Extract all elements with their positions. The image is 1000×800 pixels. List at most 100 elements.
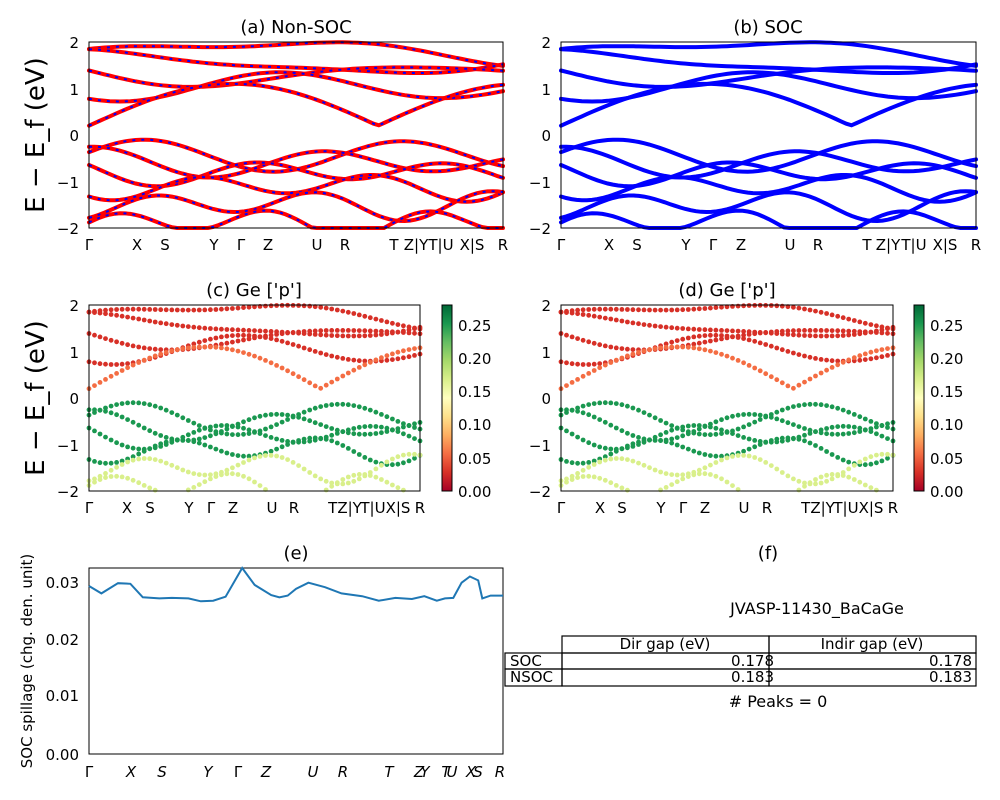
projection-point: [608, 316, 614, 322]
projection-point: [619, 346, 625, 351]
projection-point: [591, 458, 597, 464]
projection-point: [851, 430, 857, 436]
projection-point: [835, 472, 841, 477]
projection-point: [735, 426, 741, 432]
projection-point: [597, 459, 603, 465]
kpoint-label: X|S: [859, 499, 884, 517]
projection-point: [345, 370, 351, 376]
projection-point: [362, 362, 368, 368]
projection-point: [602, 445, 608, 451]
projection-point: [230, 333, 235, 338]
panel-e-xticks: Γ X S Y Γ Z U R T Z Y T U X S R: [85, 763, 505, 781]
projection-point: [829, 452, 835, 457]
projection-point: [569, 380, 575, 385]
panel-c-ytick: 2: [69, 297, 79, 315]
projection-point: [147, 355, 153, 361]
projection-point: [224, 306, 230, 312]
projection-point: [92, 479, 97, 485]
kpoint-label: T: [388, 236, 399, 254]
kpoint-label: X|S: [460, 236, 485, 254]
projection-point: [367, 328, 373, 334]
projection-point: [252, 479, 257, 485]
projection-point: [708, 453, 713, 458]
projection-point: [696, 327, 702, 332]
projection-point: [719, 304, 724, 310]
projection-point: [285, 457, 290, 462]
projection-point: [851, 318, 857, 323]
projection-point: [840, 359, 846, 365]
projection-point: [351, 472, 357, 478]
projection-point: [575, 307, 580, 313]
projection-point: [395, 429, 401, 434]
projection-point: [268, 329, 274, 334]
projection-point: [774, 303, 780, 309]
projection-point: [829, 333, 835, 339]
projection-point: [323, 436, 329, 442]
projection-point: [202, 307, 208, 313]
panel-a-xticks: Γ X S Y Γ Z U R T Z|Y T|U X|S R: [85, 236, 508, 254]
projection-point: [857, 459, 863, 465]
projection-point: [224, 431, 230, 437]
projection-point: [390, 357, 395, 362]
projection-point: [636, 460, 641, 466]
projection-point: [702, 471, 708, 477]
projection-point: [669, 482, 675, 487]
projection-point: [874, 355, 879, 361]
projection-point: [768, 329, 774, 335]
panel-d-ytick: −2: [529, 483, 551, 501]
projection-point: [141, 357, 147, 363]
projection-point: [785, 420, 791, 426]
projection-point: [796, 424, 802, 429]
projection-point: [103, 475, 108, 480]
projection-point: [379, 477, 384, 482]
projection-point: [312, 420, 318, 426]
kpoint-label: TZ|Y: [800, 499, 835, 517]
projection-point: [669, 339, 675, 345]
projection-point: [591, 368, 597, 373]
projection-point: [147, 402, 153, 408]
projection-point: [252, 328, 257, 333]
projection-point: [774, 416, 780, 422]
projection-point: [591, 414, 597, 420]
projection-point: [246, 328, 252, 333]
projection-point: [564, 476, 569, 482]
panel-b: (b) SOC 2 1 0 −1 −2 Γ X S Y Γ Z U R T Z|…: [529, 17, 981, 254]
projection-point: [763, 371, 769, 377]
projection-point: [356, 404, 362, 410]
kpoint-label: Y: [183, 499, 194, 517]
projection-point: [829, 358, 835, 364]
projection-point: [597, 400, 603, 406]
projection-point: [163, 435, 169, 440]
projection-point: [713, 453, 719, 459]
projection-point: [136, 446, 142, 452]
projection-point: [367, 359, 373, 365]
projection-point: [152, 307, 158, 312]
band-line-dash: [88, 48, 504, 74]
projection-point: [813, 443, 818, 448]
projection-point: [279, 444, 285, 450]
projection-point: [395, 461, 401, 467]
projection-point: [213, 431, 219, 437]
projection-point: [290, 440, 296, 445]
projection-point: [213, 423, 219, 429]
projection-point: [147, 446, 153, 451]
projection-point: [752, 438, 758, 443]
projection-point: [401, 487, 406, 493]
projection-point: [230, 339, 235, 345]
projection-point: [602, 400, 608, 406]
projection-point: [818, 402, 824, 408]
projection-point: [846, 474, 852, 480]
kpoint-label: R: [762, 499, 772, 517]
projection-point: [114, 402, 119, 407]
kpoint-label: Γ: [557, 236, 566, 254]
projection-point: [862, 329, 868, 335]
projection-point: [334, 431, 340, 436]
projection-point: [334, 401, 340, 407]
projection-point: [674, 442, 680, 448]
projection-point: [246, 457, 252, 463]
projection-point: [103, 307, 108, 313]
projection-point: [230, 347, 235, 353]
kpoint-label: X: [125, 763, 137, 781]
projection-point: [97, 380, 103, 385]
projection-point: [674, 325, 680, 331]
